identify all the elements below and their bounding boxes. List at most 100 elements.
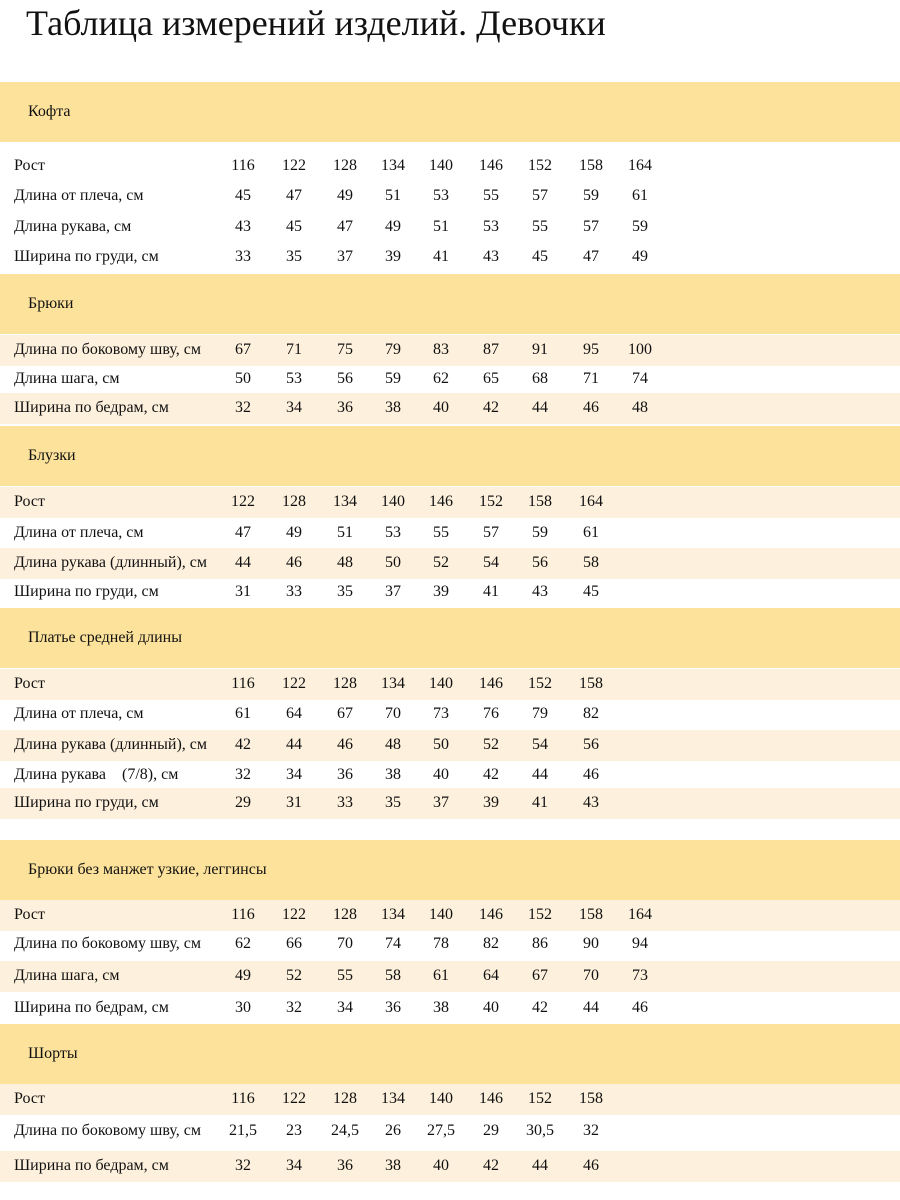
cell: 38 xyxy=(385,766,401,783)
cell: 71 xyxy=(286,341,302,358)
row-label: Ширина по груди, см xyxy=(14,248,159,265)
cell: 66 xyxy=(286,935,302,952)
cell: 40 xyxy=(483,999,499,1016)
cell: 152 xyxy=(479,493,503,510)
row-label: Ширина по груди, см xyxy=(14,583,159,600)
cell: 56 xyxy=(532,554,548,571)
cell: 74 xyxy=(632,370,648,387)
cell: 35 xyxy=(286,248,302,265)
section-header: Кофта xyxy=(0,82,900,142)
cell: 49 xyxy=(632,248,648,265)
cell: 140 xyxy=(381,493,405,510)
row-label: Рост xyxy=(14,906,45,923)
cell: 134 xyxy=(381,675,405,692)
row-label: Длина рукава (7/8), см xyxy=(14,766,179,783)
cell: 34 xyxy=(337,999,353,1016)
cell: 76 xyxy=(483,705,499,722)
cell: 134 xyxy=(381,906,405,923)
cell: 55 xyxy=(337,967,353,984)
cell: 79 xyxy=(385,341,401,358)
cell: 164 xyxy=(628,157,652,174)
cell: 47 xyxy=(337,218,353,235)
cell: 34 xyxy=(286,766,302,783)
cell: 53 xyxy=(286,370,302,387)
cell: 122 xyxy=(282,157,306,174)
cell: 49 xyxy=(235,967,251,984)
cell: 43 xyxy=(583,794,599,811)
cell: 82 xyxy=(583,705,599,722)
row-label: Ширина по бедрам, см xyxy=(14,1157,169,1174)
cell: 39 xyxy=(433,583,449,600)
cell: 55 xyxy=(433,524,449,541)
cell: 50 xyxy=(385,554,401,571)
cell: 73 xyxy=(632,967,648,984)
cell: 55 xyxy=(532,218,548,235)
row-shade xyxy=(0,1084,900,1115)
cell: 140 xyxy=(429,157,453,174)
cell: 57 xyxy=(532,187,548,204)
cell: 94 xyxy=(632,935,648,952)
cell: 46 xyxy=(286,554,302,571)
section-title: Брюки xyxy=(28,295,74,312)
cell: 122 xyxy=(282,906,306,923)
cell: 59 xyxy=(632,218,648,235)
cell: 52 xyxy=(286,967,302,984)
cell: 36 xyxy=(337,399,353,416)
cell: 30 xyxy=(235,999,251,1016)
row-label: Длина от плеча, см xyxy=(14,705,144,722)
cell: 38 xyxy=(385,399,401,416)
cell: 39 xyxy=(385,248,401,265)
cell: 146 xyxy=(479,675,503,692)
cell: 61 xyxy=(235,705,251,722)
cell: 31 xyxy=(235,583,251,600)
cell: 134 xyxy=(333,493,357,510)
cell: 58 xyxy=(385,967,401,984)
cell: 152 xyxy=(528,675,552,692)
row-shade xyxy=(0,788,900,819)
cell: 47 xyxy=(583,248,599,265)
cell: 46 xyxy=(337,736,353,753)
cell: 79 xyxy=(532,705,548,722)
cell: 134 xyxy=(381,1090,405,1107)
cell: 50 xyxy=(433,736,449,753)
cell: 58 xyxy=(583,554,599,571)
cell: 158 xyxy=(579,675,603,692)
cell: 23 xyxy=(286,1122,302,1139)
cell: 146 xyxy=(479,1090,503,1107)
cell: 70 xyxy=(385,705,401,722)
cell: 36 xyxy=(337,766,353,783)
cell: 67 xyxy=(337,705,353,722)
cell: 122 xyxy=(231,493,255,510)
cell: 71 xyxy=(583,370,599,387)
cell: 82 xyxy=(483,935,499,952)
row-label: Длина шага, см xyxy=(14,370,120,387)
cell: 46 xyxy=(583,399,599,416)
cell: 59 xyxy=(532,524,548,541)
cell: 128 xyxy=(282,493,306,510)
cell: 48 xyxy=(337,554,353,571)
cell: 57 xyxy=(583,218,599,235)
cell: 55 xyxy=(483,187,499,204)
cell: 59 xyxy=(583,187,599,204)
cell: 59 xyxy=(385,370,401,387)
cell: 48 xyxy=(632,399,648,416)
cell: 90 xyxy=(583,935,599,952)
cell: 91 xyxy=(532,341,548,358)
cell: 122 xyxy=(282,675,306,692)
cell: 21,5 xyxy=(229,1122,257,1139)
cell: 61 xyxy=(433,967,449,984)
row-label: Рост xyxy=(14,493,45,510)
cell: 116 xyxy=(231,1090,255,1107)
cell: 44 xyxy=(583,999,599,1016)
cell: 42 xyxy=(235,736,251,753)
cell: 27,5 xyxy=(427,1122,455,1139)
row-label: Ширина по бедрам, см xyxy=(14,399,169,416)
cell: 128 xyxy=(333,1090,357,1107)
cell: 44 xyxy=(286,736,302,753)
cell: 78 xyxy=(433,935,449,952)
cell: 40 xyxy=(433,399,449,416)
cell: 74 xyxy=(385,935,401,952)
row-label: Длина шага, см xyxy=(14,967,120,984)
cell: 100 xyxy=(628,341,652,358)
cell: 140 xyxy=(429,906,453,923)
